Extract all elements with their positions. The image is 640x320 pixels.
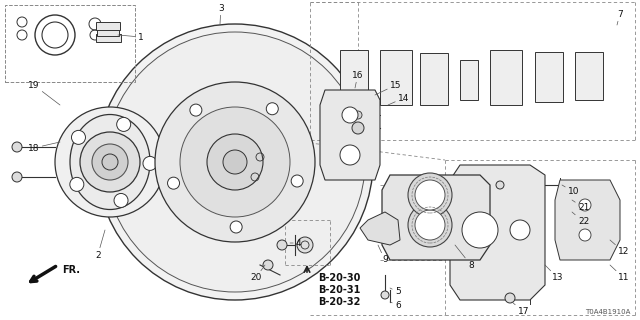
Text: 22: 22 bbox=[572, 212, 589, 227]
Text: 8: 8 bbox=[455, 245, 474, 269]
Circle shape bbox=[116, 117, 131, 132]
Circle shape bbox=[291, 175, 303, 187]
Polygon shape bbox=[555, 180, 620, 260]
Text: 19: 19 bbox=[28, 81, 60, 105]
Circle shape bbox=[180, 107, 290, 217]
Circle shape bbox=[207, 134, 263, 190]
Bar bbox=[490, 50, 522, 105]
Text: 11: 11 bbox=[610, 265, 630, 283]
Circle shape bbox=[143, 156, 157, 170]
Text: B-20-31: B-20-31 bbox=[318, 285, 360, 295]
Polygon shape bbox=[360, 212, 400, 245]
Bar bbox=[535, 52, 563, 102]
Circle shape bbox=[70, 177, 84, 191]
Circle shape bbox=[72, 130, 86, 144]
Circle shape bbox=[342, 107, 358, 123]
Text: 7: 7 bbox=[617, 10, 623, 25]
Text: FR.: FR. bbox=[62, 265, 80, 275]
Bar bbox=[97, 29, 119, 36]
Circle shape bbox=[230, 221, 242, 233]
Circle shape bbox=[55, 107, 165, 217]
Text: 6: 6 bbox=[390, 300, 401, 309]
Circle shape bbox=[297, 237, 313, 253]
Circle shape bbox=[408, 203, 452, 247]
Circle shape bbox=[12, 172, 22, 182]
Circle shape bbox=[579, 229, 591, 241]
Text: 16: 16 bbox=[352, 70, 364, 88]
Bar bbox=[96, 34, 121, 42]
Circle shape bbox=[190, 104, 202, 116]
Circle shape bbox=[12, 142, 22, 152]
Circle shape bbox=[510, 220, 530, 240]
Circle shape bbox=[415, 180, 445, 210]
Text: 3: 3 bbox=[218, 4, 224, 24]
Text: 18: 18 bbox=[28, 142, 60, 153]
Circle shape bbox=[352, 122, 364, 134]
Text: 4: 4 bbox=[290, 238, 301, 247]
Text: B-20-30: B-20-30 bbox=[318, 273, 360, 283]
Text: 5: 5 bbox=[390, 287, 401, 297]
Text: T0A4B1910A: T0A4B1910A bbox=[584, 309, 630, 315]
Polygon shape bbox=[320, 90, 380, 180]
Circle shape bbox=[105, 32, 365, 292]
Text: 13: 13 bbox=[545, 265, 563, 283]
Text: 9: 9 bbox=[378, 245, 388, 265]
Circle shape bbox=[80, 132, 140, 192]
Ellipse shape bbox=[70, 115, 150, 210]
Bar bbox=[340, 50, 368, 100]
Text: 21: 21 bbox=[572, 200, 589, 212]
Circle shape bbox=[168, 177, 180, 189]
Text: 10: 10 bbox=[562, 185, 579, 196]
Text: 14: 14 bbox=[388, 93, 410, 105]
Circle shape bbox=[340, 145, 360, 165]
Text: 20: 20 bbox=[250, 265, 265, 283]
Circle shape bbox=[579, 199, 591, 211]
Bar bbox=[460, 60, 478, 100]
Circle shape bbox=[408, 173, 452, 217]
Circle shape bbox=[415, 210, 445, 240]
Text: 15: 15 bbox=[375, 81, 401, 95]
Bar bbox=[5, 5, 135, 82]
Circle shape bbox=[97, 24, 373, 300]
Bar bbox=[380, 50, 412, 105]
Circle shape bbox=[462, 212, 498, 248]
Circle shape bbox=[155, 82, 315, 242]
Circle shape bbox=[496, 181, 504, 189]
Polygon shape bbox=[450, 165, 545, 300]
Bar bbox=[420, 53, 448, 105]
Circle shape bbox=[381, 291, 389, 299]
Circle shape bbox=[114, 194, 128, 207]
Text: 12: 12 bbox=[610, 240, 629, 257]
Polygon shape bbox=[382, 175, 490, 260]
Bar bbox=[575, 52, 603, 100]
Text: 1: 1 bbox=[118, 33, 144, 42]
Text: 2: 2 bbox=[95, 230, 105, 260]
Text: B-20-32: B-20-32 bbox=[318, 297, 360, 307]
Bar bbox=[96, 22, 120, 30]
Circle shape bbox=[354, 111, 362, 119]
Circle shape bbox=[92, 144, 128, 180]
Circle shape bbox=[223, 150, 247, 174]
Circle shape bbox=[263, 260, 273, 270]
Circle shape bbox=[505, 293, 515, 303]
Text: 17: 17 bbox=[512, 302, 529, 316]
Circle shape bbox=[277, 240, 287, 250]
Circle shape bbox=[266, 103, 278, 115]
Circle shape bbox=[102, 154, 118, 170]
